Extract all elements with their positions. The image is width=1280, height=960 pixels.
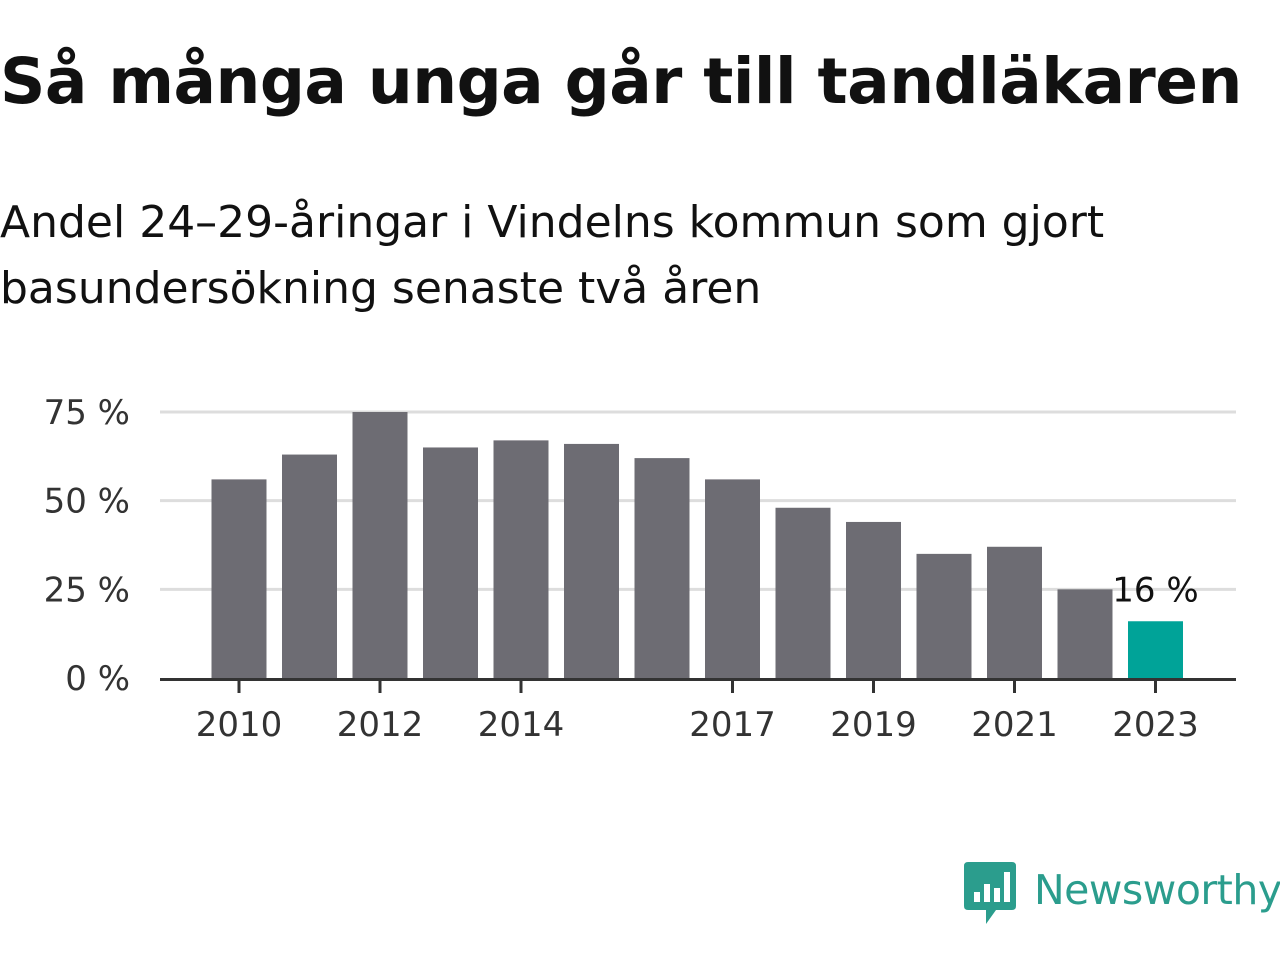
value-labels: 16 %	[1112, 570, 1198, 610]
bar-chart-speech-bubble-icon	[964, 862, 1016, 924]
bar	[493, 440, 549, 678]
gridlines	[160, 410, 1236, 591]
x-axis-ticks: 2010 2012 2014 2017 2019 2021 2023	[196, 681, 1199, 745]
bar	[564, 443, 619, 678]
bar-value-label: 16 %	[1112, 570, 1198, 610]
bar	[705, 479, 760, 678]
bar	[282, 454, 337, 678]
y-tick-label: 25 %	[44, 570, 130, 610]
x-tick-label: 2014	[478, 705, 565, 745]
x-tick-label: 2012	[337, 705, 424, 745]
x-tick-label: 2019	[830, 705, 917, 745]
logo-text: Newsworthy	[1034, 866, 1280, 914]
bar	[211, 479, 267, 678]
bar	[916, 553, 972, 678]
x-tick-label: 2023	[1112, 705, 1199, 745]
y-axis-ticks: 0 % 25 % 50 % 75 %	[44, 393, 130, 699]
chart-subtitle: Andel 24–29-åringar i Vindelns kommun so…	[0, 197, 1105, 314]
bar	[634, 458, 690, 678]
y-tick-label: 75 %	[44, 393, 130, 433]
bar	[1057, 589, 1113, 678]
x-tick-label: 2010	[196, 705, 283, 745]
bar-chart: 0 % 25 % 50 % 75 % 2010 2012 2014 2017 2019 2021…	[44, 393, 1236, 745]
bars	[211, 412, 1183, 678]
bar	[846, 521, 901, 678]
bar	[775, 507, 831, 678]
newsworthy-logo: Newsworthy	[964, 862, 1280, 926]
bar	[987, 546, 1042, 678]
y-tick-label: 50 %	[44, 482, 130, 522]
x-tick-label: 2021	[971, 705, 1058, 745]
bar	[352, 412, 408, 678]
bar-highlight	[1128, 621, 1183, 678]
y-tick-label: 0 %	[65, 659, 130, 699]
chart-title: Så många unga går till tandläkaren	[0, 45, 1242, 118]
bar	[423, 447, 478, 678]
x-tick-label: 2017	[689, 705, 776, 745]
